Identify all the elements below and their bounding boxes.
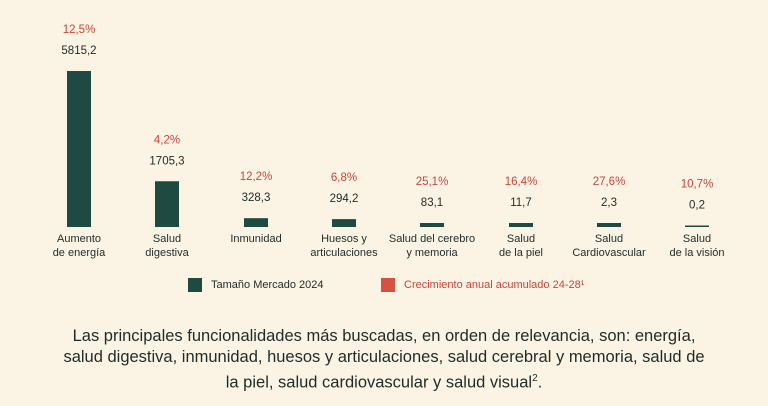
growth-label-3: 6,8% (331, 172, 357, 184)
bar-7 (685, 225, 709, 227)
value-label-1: 1705,3 (149, 155, 184, 167)
value-label-6: 2,3 (601, 197, 617, 209)
bar-3 (332, 219, 356, 227)
value-label-3: 294,2 (330, 193, 359, 205)
value-label-0: 5815,2 (61, 45, 96, 57)
category-label-0: Aumento de energía (53, 233, 106, 259)
summary-text: Las principales funcionalidades más busc… (60, 326, 708, 394)
bar-chart: 5815,2 12,5% Aumento de energía 1705,3 4,2% Sa… (53, 24, 725, 259)
legend-label-market-size: Tamaño Mercado 2024 (211, 279, 324, 291)
value-label-2: 328,3 (242, 192, 271, 204)
bar-0 (67, 71, 91, 227)
category-label-1: Salud digestiva (145, 233, 189, 259)
bar-5 (509, 223, 533, 227)
growth-label-0: 12,5% (63, 24, 96, 36)
category-label-3: Huesos y articulaciones (310, 233, 378, 259)
summary-body: Las principales funcionalidades más busc… (63, 327, 705, 392)
growth-label-1: 4,2% (154, 134, 180, 146)
legend: Tamaño Mercado 2024 Crecimiento anual ac… (0, 278, 768, 296)
growth-label-7: 10,7% (681, 179, 714, 191)
category-label-4: Salud del cerebro y memoria (389, 233, 475, 259)
growth-label-5: 16,4% (505, 176, 538, 188)
summary-footnote: 2 (532, 373, 538, 384)
bar-1 (155, 181, 179, 227)
summary-end: . (537, 373, 543, 392)
bar-4 (420, 223, 444, 227)
legend-swatch-growth (381, 278, 395, 292)
value-label-4: 83,1 (421, 197, 443, 209)
category-label-6: Salud Cardiovascular (572, 233, 646, 259)
value-label-7: 0,2 (689, 200, 705, 212)
growth-label-6: 27,6% (593, 176, 626, 188)
category-label-7: Salud de la visión (669, 233, 724, 259)
value-label-5: 11,7 (510, 197, 532, 209)
category-label-2: Inmunidad (230, 233, 281, 245)
legend-label-growth: Crecimiento anual acumulado 24-28¹ (404, 279, 585, 291)
legend-swatch-market-size (188, 278, 202, 292)
legend-item-growth: Crecimiento anual acumulado 24-28¹ (381, 278, 584, 292)
category-label-5: Salud de la piel (499, 233, 543, 259)
bar-6 (597, 223, 621, 227)
growth-label-2: 12,2% (240, 171, 273, 183)
growth-label-4: 25,1% (416, 176, 449, 188)
bar-2 (244, 218, 268, 227)
legend-item-market-size: Tamaño Mercado 2024 (188, 278, 324, 292)
